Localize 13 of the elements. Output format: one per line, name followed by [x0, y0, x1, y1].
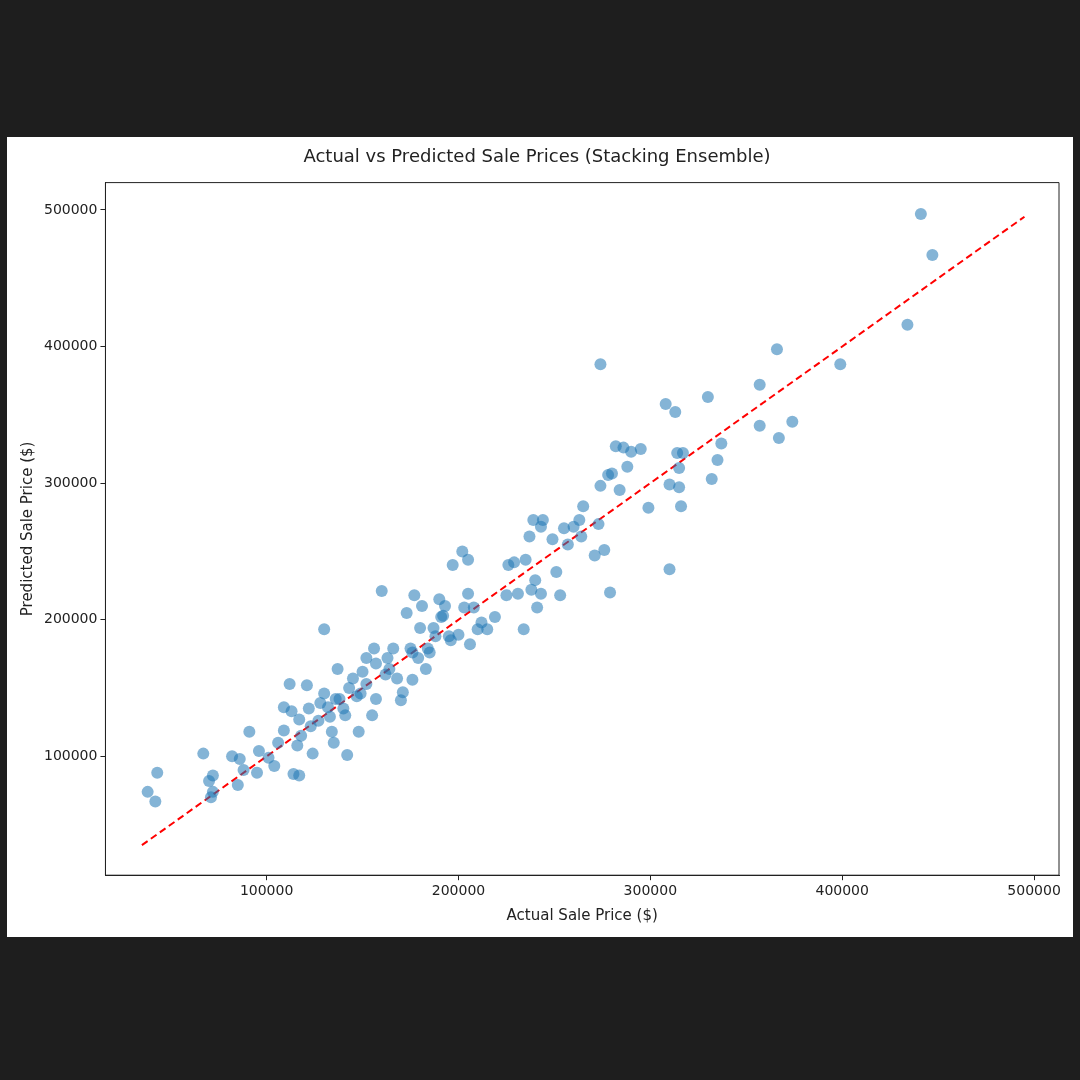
y-tick-label: 400000 — [43, 337, 98, 354]
chart-title: Actual vs Predicted Sale Prices (Stacking Ensemble) — [303, 145, 771, 167]
x-tick-label: 200000 — [431, 882, 486, 899]
y-tick-label: 200000 — [43, 610, 98, 627]
x-axis-title: Actual Sale Price ($) — [506, 905, 658, 924]
x-tick-label: 500000 — [1007, 882, 1061, 899]
x-tick-label: 400000 — [815, 882, 869, 899]
y-tick-label: 500000 — [43, 200, 98, 217]
x-tick-label: 300000 — [623, 882, 678, 899]
y-tick-label: 100000 — [43, 746, 98, 763]
x-tick-label: 100000 — [239, 882, 294, 899]
y-axis-title: Predicted Sale Price ($) — [17, 441, 36, 617]
y-tick-label: 300000 — [43, 473, 98, 490]
